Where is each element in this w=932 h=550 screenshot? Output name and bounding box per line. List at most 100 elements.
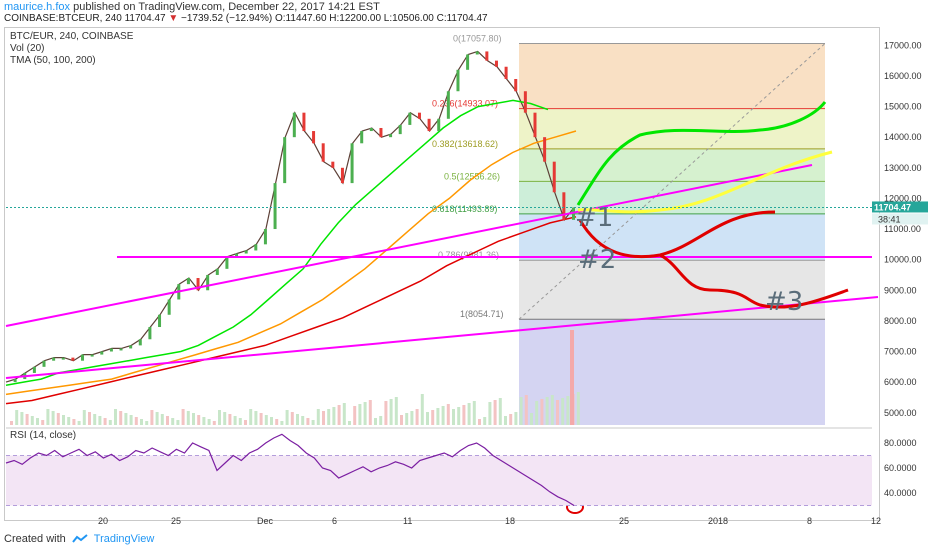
volume-bar	[462, 405, 466, 425]
volume-bar	[514, 412, 518, 425]
legend-symbol: BTC/EUR, 240, COINBASE	[10, 31, 134, 42]
candle	[186, 278, 190, 285]
y-axis-tick: 13000.00	[884, 163, 922, 173]
change-value: −1739.52 (−12.94%)	[181, 13, 273, 24]
candle	[283, 137, 287, 184]
volume-bar	[77, 421, 81, 425]
rsi-y-tick: 60.0000	[884, 463, 917, 473]
candle	[552, 161, 556, 193]
author-link[interactable]: maurice.h.fox	[4, 1, 71, 13]
volume-bar	[82, 410, 86, 425]
legend-rsi: RSI (14, close)	[10, 430, 77, 441]
volume-bar	[93, 414, 97, 425]
volume-bar	[192, 413, 195, 425]
rsi-y-tick: 40.0000	[884, 488, 917, 498]
candle	[543, 137, 547, 162]
candle	[572, 207, 575, 220]
candle	[379, 127, 383, 138]
footer-created-with: Created with	[4, 533, 66, 545]
y-axis-tick: 9000.00	[884, 285, 917, 295]
volume-bar	[316, 409, 320, 425]
volume-bar	[342, 403, 346, 425]
volume-bar	[389, 399, 393, 425]
volume-bar	[420, 394, 424, 425]
candle	[81, 354, 85, 361]
volume-bar	[290, 412, 294, 425]
volume-bar	[446, 404, 450, 425]
volume-bar	[129, 415, 133, 425]
volume-bar	[25, 414, 29, 425]
candle	[196, 278, 200, 291]
publish-info: published on TradingView.com, December 2…	[73, 1, 380, 13]
y-axis-tick: 14000.00	[884, 132, 922, 142]
volume-bar	[270, 417, 273, 425]
candle	[456, 69, 460, 92]
scenario-1b-path	[577, 150, 833, 214]
volume-bar	[124, 413, 128, 425]
y-axis-tick: 8000.00	[884, 316, 917, 326]
candle	[389, 134, 393, 138]
volume-bar	[472, 401, 476, 425]
volume-bar	[296, 414, 299, 425]
candle	[504, 66, 508, 79]
x-axis-tick: 25	[619, 516, 629, 526]
volume-bar	[410, 411, 414, 425]
volume-bar	[322, 411, 325, 425]
footer-brand[interactable]: TradingView	[93, 533, 155, 545]
x-axis-tick: 11	[403, 516, 412, 526]
candle	[466, 54, 470, 70]
fib-level-label: 0.5(12556.26)	[444, 171, 500, 181]
candle	[32, 366, 36, 373]
volume-bar	[400, 415, 403, 425]
rsi-band	[6, 455, 872, 506]
price-tag-label: 11704.47	[874, 202, 911, 212]
x-axis-tick: 2018	[708, 516, 728, 526]
volume-bar	[348, 421, 351, 425]
candle	[312, 131, 316, 144]
volume-bar	[384, 401, 388, 425]
x-axis-tick: Dec	[257, 516, 274, 526]
candle	[427, 118, 431, 132]
volume-bar	[72, 419, 76, 425]
volume-bar	[254, 411, 258, 425]
upper-trendline	[5, 164, 813, 327]
volume-bar	[436, 408, 440, 425]
volume-bar	[160, 414, 164, 425]
candle	[475, 51, 479, 55]
candle	[52, 357, 56, 361]
annotation-2: #2	[578, 245, 616, 275]
volume-bar	[311, 420, 315, 425]
y-axis-tick: 12000.00	[884, 193, 922, 203]
tradingview-logo-icon	[71, 534, 88, 544]
volume-bar	[337, 405, 341, 425]
candle	[494, 60, 498, 67]
x-axis-tick: 8	[807, 516, 812, 526]
candle	[42, 360, 46, 367]
volume-bar	[561, 398, 565, 425]
candle	[485, 51, 489, 61]
volume-bar	[519, 397, 523, 425]
volume-bar	[244, 420, 247, 425]
last-price: 11704.47	[124, 13, 166, 24]
fib-level-label: 0.618(11493.89)	[432, 204, 497, 214]
volume-bar	[275, 419, 279, 425]
volume-bar	[155, 412, 159, 425]
y-axis-tick: 15000.00	[884, 102, 922, 112]
tma-50-line	[5, 99, 549, 386]
candle	[369, 127, 373, 132]
volume-bar	[550, 395, 554, 425]
volume-bar	[415, 409, 419, 425]
volume-bar	[306, 418, 310, 425]
candle	[71, 357, 75, 361]
volume-bar	[280, 421, 284, 425]
candle	[138, 339, 142, 346]
countdown-tag	[872, 213, 928, 225]
volume-bar	[114, 409, 117, 425]
volume-bar	[524, 395, 528, 425]
rsi-line	[5, 433, 575, 507]
candle	[292, 112, 296, 138]
y-axis-tick: 10000.00	[884, 255, 922, 265]
volume-bar	[426, 412, 429, 425]
down-arrow-icon: ▼	[168, 13, 179, 24]
